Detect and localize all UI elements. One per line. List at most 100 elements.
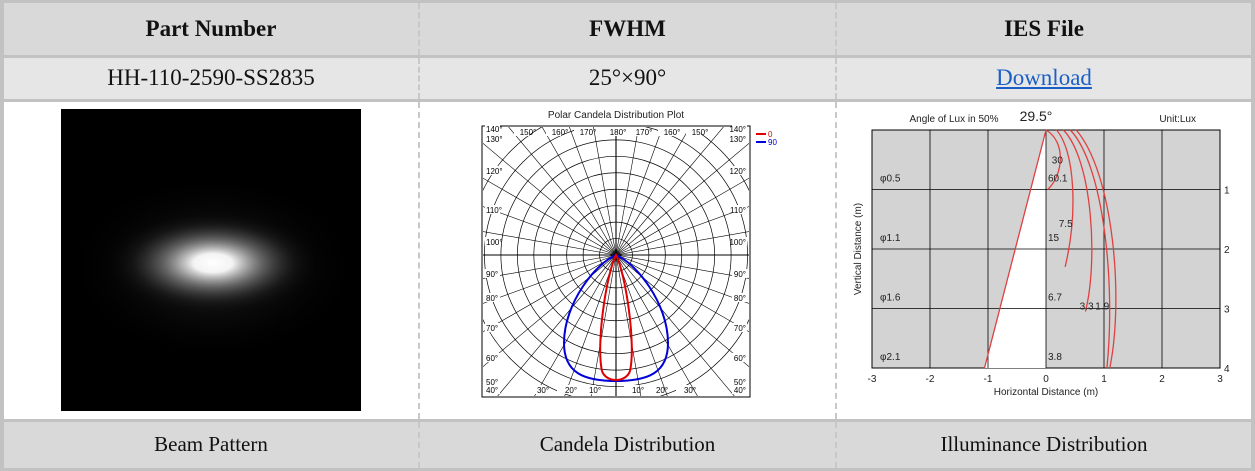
illuminance-center-lux: 60.1	[1048, 174, 1068, 185]
candela-distribution-cell: Polar Candela Distribution Plot 140° 130°…	[418, 98, 837, 422]
caption-row: Beam Pattern Candela Distribution Illumi…	[0, 418, 1255, 471]
polar-right-angle-label: 40°	[733, 386, 745, 395]
polar-spoke	[615, 127, 724, 256]
polar-bottom-angle-label: 20°	[655, 386, 667, 395]
polar-spoke	[592, 127, 616, 256]
illuminance-diameter-label: φ0.5	[880, 174, 901, 185]
header-row: Part Number FWHM IES File	[0, 0, 1255, 59]
polar-left-angle-label: 140°	[486, 125, 503, 134]
illuminance-x-tick: 1	[1101, 374, 1107, 385]
illuminance-angle-value: 29.5°	[1020, 108, 1053, 124]
polar-spoke	[507, 127, 616, 256]
illuminance-unit: Unit:Lux	[1159, 114, 1196, 125]
illuminance-x-tick: -3	[868, 374, 877, 385]
polar-plot-title: Polar Candela Distribution Plot	[547, 110, 683, 121]
polar-spoke	[615, 254, 735, 397]
polar-top-angle-label: 170°	[635, 128, 652, 137]
value-row: HH-110-2590-SS2835 25°×90° Download	[0, 55, 1255, 102]
ies-file-cell: Download	[835, 55, 1255, 102]
polar-top-angle-label: 150°	[519, 128, 536, 137]
illuminance-center-lux: 3.8	[1048, 352, 1062, 363]
polar-spoke	[615, 231, 749, 256]
illuminance-y-tick: 2	[1224, 245, 1230, 256]
header-fwhm: FWHM	[418, 0, 837, 59]
polar-right-angle-label: 90°	[733, 270, 745, 279]
illuminance-contour-label: 7.5	[1059, 219, 1073, 230]
polar-bottom-angle-label: 10°	[588, 386, 600, 395]
beam-pattern-image	[61, 109, 361, 412]
illuminance-labels: -3 -2 -1 0 1 2 31234φ0.5φ1.1φ1.6φ2.160.1156.73…	[868, 156, 1230, 385]
illuminance-contour	[1062, 129, 1093, 312]
polar-spoke	[482, 143, 616, 256]
polar-right-angle-label: 110°	[730, 206, 746, 215]
polar-spoke	[615, 206, 749, 256]
polar-spoke	[482, 206, 616, 256]
illuminance-contour-label: 30	[1052, 156, 1064, 167]
polar-spoke	[615, 127, 663, 256]
polar-right-angle-label: 80°	[733, 294, 745, 303]
polar-spoke	[615, 254, 749, 333]
polar-spoke	[482, 231, 616, 256]
polar-right-angle-label: 50°	[733, 378, 745, 387]
illuminance-x-tick: 0	[1043, 374, 1049, 385]
polar-left-angle-label: 60°	[486, 354, 498, 363]
header-part-number: Part Number	[0, 0, 420, 59]
fwhm-value: 25°×90°	[418, 55, 837, 102]
polar-grid	[482, 127, 749, 397]
illuminance-y-tick: 3	[1224, 305, 1230, 316]
polar-left-angle-label: 40°	[486, 386, 498, 395]
illuminance-contour	[1055, 129, 1074, 268]
illuminance-contour	[1069, 129, 1111, 369]
polar-left-angle-label: 80°	[486, 294, 498, 303]
illuminance-contour	[1045, 129, 1061, 191]
polar-bottom-angle-label: 20°	[564, 386, 576, 395]
beam-pattern-cell	[0, 98, 420, 422]
polar-angle-labels: 140°130°120°110°100°90°80°70°60°50°40°14…	[484, 124, 747, 395]
polar-top-angle-label: 170°	[579, 128, 596, 137]
polar-right-angle-label: 120°	[729, 167, 746, 176]
illuminance-ylabel: Vertical Distance (m)	[853, 203, 864, 295]
polar-top-angle-label: 160°	[663, 128, 680, 137]
polar-spoke	[533, 254, 616, 397]
illuminance-grid	[872, 130, 1220, 369]
illuminance-x-tick: -2	[926, 374, 935, 385]
caption-illuminance: Illuminance Distribution	[835, 418, 1255, 471]
legend-label-90: 90	[768, 138, 777, 147]
polar-bottom-angle-label: 30°	[536, 386, 548, 395]
polar-right-angle-label: 130°	[729, 135, 746, 144]
caption-beam-pattern: Beam Pattern	[0, 418, 420, 471]
polar-spoke	[615, 143, 749, 256]
polar-bottom-angle-label: 10°	[631, 386, 643, 395]
ies-download-link[interactable]: Download	[996, 65, 1092, 91]
polar-spoke	[615, 127, 690, 256]
polar-spoke	[615, 255, 668, 397]
polar-candela-plot: Polar Candela Distribution Plot 140°130°…	[481, 110, 777, 398]
polar-top-angle-label: 150°	[691, 128, 708, 137]
polar-spoke	[615, 255, 641, 397]
polar-spoke	[496, 254, 616, 397]
polar-left-angle-label: 70°	[486, 324, 498, 333]
polar-spoke	[563, 255, 616, 397]
polar-spoke	[541, 127, 616, 256]
illuminance-y-tick: 1	[1224, 186, 1230, 197]
illuminance-beam-edge	[983, 129, 1047, 369]
polar-spoke	[482, 254, 616, 304]
illuminance-angle-caption: Angle of Lux in 50%	[910, 114, 999, 125]
polar-spoke	[482, 254, 616, 333]
polar-spoke	[568, 127, 616, 256]
polar-left-angle-label: 90°	[486, 270, 498, 279]
illuminance-diameter-label: φ1.1	[880, 233, 901, 244]
caption-candela: Candela Distribution	[418, 418, 837, 471]
polar-spoke	[615, 177, 749, 256]
illuminance-plot: Angle of Lux in 50% 29.5° Unit:Lux -3 -2 -…	[853, 108, 1230, 398]
polar-spoke	[615, 127, 639, 256]
polar-spoke	[615, 254, 749, 279]
illuminance-contour-label: 3.3	[1080, 302, 1094, 313]
polar-right-angle-label: 60°	[733, 354, 745, 363]
illuminance-x-tick: -1	[984, 374, 993, 385]
polar-left-angle-label: 130°	[486, 135, 503, 144]
illuminance-x-tick: 3	[1217, 374, 1223, 385]
polar-top-angle-label: 180°	[609, 128, 626, 137]
legend-label-0: 0	[768, 130, 773, 139]
